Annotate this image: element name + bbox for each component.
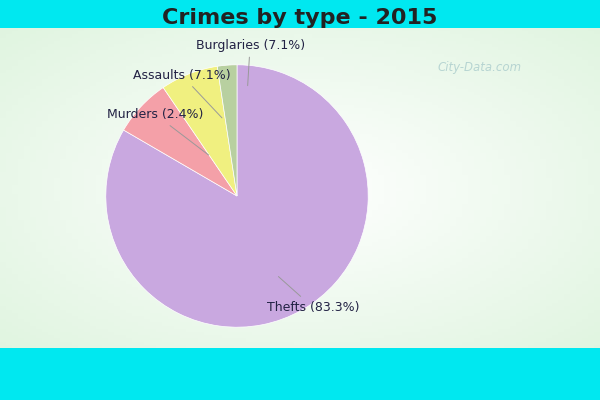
Text: Thefts (83.3%): Thefts (83.3%) (267, 276, 359, 314)
Text: Crimes by type - 2015: Crimes by type - 2015 (163, 8, 437, 28)
Text: City-Data.com: City-Data.com (438, 62, 522, 74)
Wedge shape (217, 65, 237, 196)
Text: Assaults (7.1%): Assaults (7.1%) (133, 69, 231, 118)
Text: Murders (2.4%): Murders (2.4%) (107, 108, 209, 155)
Text: Burglaries (7.1%): Burglaries (7.1%) (196, 39, 305, 86)
Wedge shape (163, 66, 237, 196)
Wedge shape (106, 65, 368, 327)
Wedge shape (124, 88, 237, 196)
